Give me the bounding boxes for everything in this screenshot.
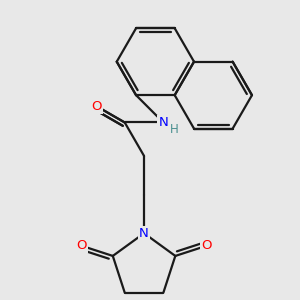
Text: H: H (169, 123, 178, 136)
Text: O: O (76, 239, 87, 252)
Text: O: O (201, 239, 212, 252)
Text: O: O (91, 100, 102, 112)
Text: N: N (139, 227, 149, 240)
Text: N: N (158, 116, 168, 129)
